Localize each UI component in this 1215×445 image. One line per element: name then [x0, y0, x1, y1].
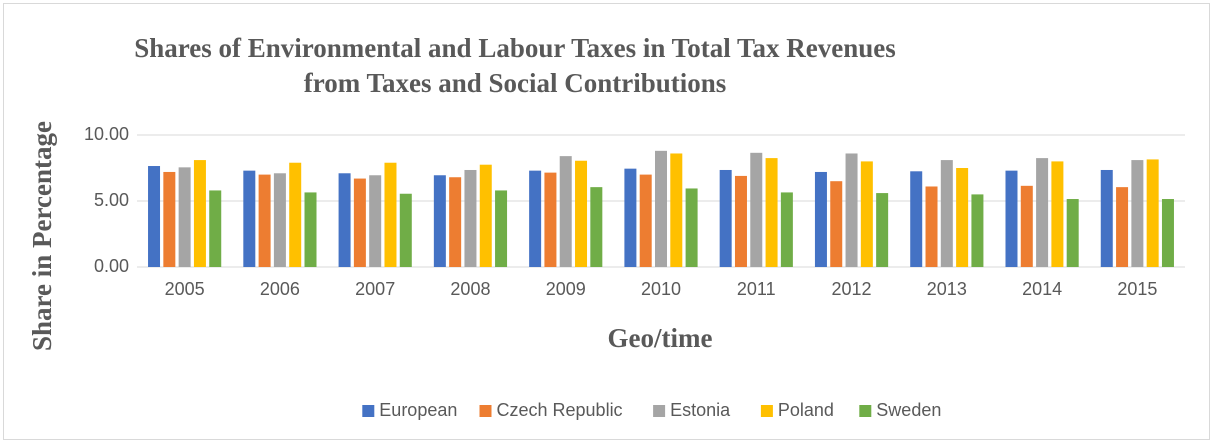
- bar: [338, 173, 351, 267]
- bar: [814, 171, 827, 267]
- y-tick-label: 0.00: [94, 256, 129, 276]
- x-tick-label: 2009: [546, 279, 586, 299]
- bar: [479, 164, 492, 267]
- bar: [1116, 187, 1129, 267]
- bar: [956, 168, 969, 267]
- bar: [719, 169, 732, 267]
- bar: [780, 192, 793, 267]
- bar: [529, 170, 542, 267]
- legend-swatch: [653, 405, 666, 417]
- bar: [495, 190, 508, 267]
- bar: [464, 169, 477, 267]
- bar: [830, 181, 843, 267]
- chart-title: from Taxes and Social Contributions: [304, 68, 727, 98]
- bar: [1131, 160, 1144, 267]
- bar: [399, 193, 412, 267]
- bar: [750, 152, 763, 267]
- bar: [1036, 158, 1049, 267]
- bar: [1051, 161, 1064, 267]
- bar: [243, 170, 256, 267]
- bar: [273, 173, 286, 267]
- bar: [304, 192, 317, 267]
- bar: [575, 160, 588, 267]
- bar: [765, 158, 778, 267]
- legend-swatch: [859, 405, 872, 417]
- bar: [670, 153, 683, 267]
- legend-label: Czech Republic: [497, 400, 623, 420]
- y-tick-label: 10.00: [84, 124, 129, 144]
- bar: [289, 162, 302, 267]
- x-tick-label: 2015: [1117, 279, 1157, 299]
- x-tick-label: 2014: [1022, 279, 1062, 299]
- y-axis-title: Share in Percentage: [27, 121, 57, 351]
- legend-label: Estonia: [670, 400, 731, 420]
- legend-swatch: [479, 405, 492, 417]
- bar: [639, 174, 652, 267]
- bar: [1066, 199, 1079, 267]
- bar: [544, 172, 557, 267]
- chart-title: Shares of Environmental and Labour Taxes…: [134, 33, 895, 63]
- bar: [559, 156, 572, 267]
- y-tick-label: 5.00: [94, 190, 129, 210]
- bar: [384, 162, 397, 267]
- bar: [433, 175, 446, 267]
- bar: [1020, 185, 1033, 267]
- bar: [193, 160, 206, 267]
- bar: [258, 174, 271, 267]
- x-tick-label: 2013: [927, 279, 967, 299]
- bar: [163, 171, 176, 267]
- legend-swatch: [760, 405, 773, 417]
- x-tick-label: 2008: [450, 279, 490, 299]
- bar: [910, 171, 923, 267]
- x-tick-label: 2010: [641, 279, 681, 299]
- bar: [1146, 159, 1159, 267]
- bar: [655, 150, 667, 267]
- bar: [1161, 199, 1174, 267]
- bar: [925, 186, 938, 267]
- bar: [369, 175, 382, 267]
- bar: [449, 177, 462, 267]
- x-tick-label: 2007: [355, 279, 395, 299]
- bar: [178, 167, 191, 267]
- bar: [971, 194, 984, 267]
- bar: [148, 166, 161, 267]
- bar: [590, 187, 603, 267]
- x-tick-label: 2012: [832, 279, 872, 299]
- bar: [209, 190, 222, 267]
- bar: [353, 178, 366, 267]
- bar: [940, 160, 953, 267]
- x-tick-label: 2011: [737, 279, 776, 299]
- bar: [845, 153, 858, 267]
- bar: [1005, 170, 1018, 267]
- bar: [860, 161, 873, 267]
- legend-swatch: [362, 405, 375, 417]
- bar: [685, 188, 698, 267]
- x-tick-label: 2005: [165, 279, 205, 299]
- bar: [1100, 169, 1113, 267]
- bar: [876, 193, 889, 267]
- legend-label: Sweden: [876, 400, 941, 420]
- legend-label: Poland: [778, 400, 834, 420]
- bar: [624, 168, 637, 267]
- bar: [734, 175, 747, 267]
- x-axis-title: Geo/time: [608, 323, 713, 353]
- x-tick-label: 2006: [260, 279, 300, 299]
- legend-label: European: [379, 400, 457, 420]
